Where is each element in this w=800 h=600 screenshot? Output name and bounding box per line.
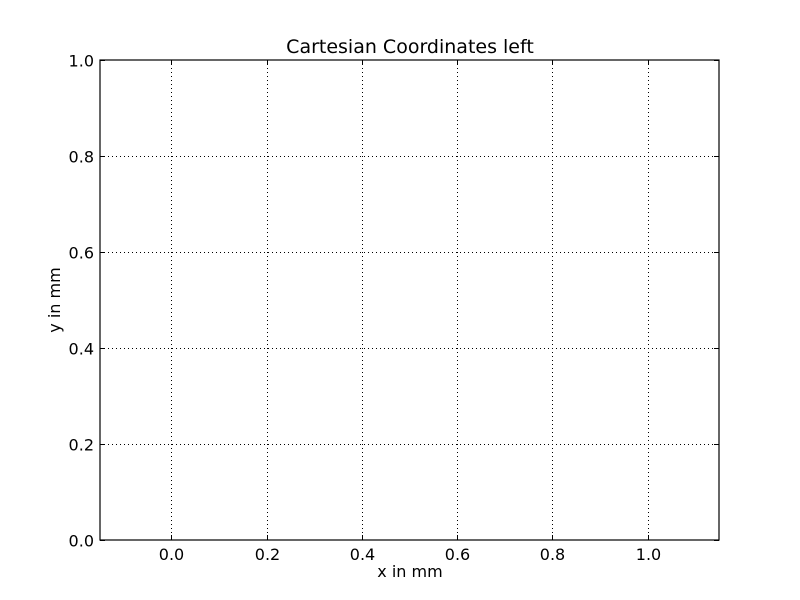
y-tick-label: 0.0 [69, 532, 94, 551]
y-tick-label: 0.4 [69, 340, 94, 359]
y-axis-label: y in mm [45, 267, 64, 332]
x-tick-label: 0.8 [540, 545, 565, 564]
y-tick-label: 0.2 [69, 436, 94, 455]
y-tick-labels: 0.0 0.2 0.4 0.6 0.8 1.0 [69, 52, 94, 551]
plot-area-frame [99, 59, 720, 541]
x-tick-label: 0.4 [350, 545, 375, 564]
y-tick-label: 0.6 [69, 244, 94, 263]
y-tick-label: 0.8 [69, 148, 94, 167]
y-tick-label: 1.0 [69, 52, 94, 71]
tick-layer [100, 60, 719, 541]
x-tick-label: 0.2 [255, 545, 280, 564]
chart-title: Cartesian Coordinates left [286, 36, 534, 58]
x-tick-label: 0.0 [159, 545, 184, 564]
x-axis-label: x in mm [377, 562, 442, 581]
x-tick-label: 1.0 [636, 545, 661, 564]
grid-layer [100, 60, 719, 540]
x-tick-labels: 0.0 0.2 0.4 0.6 0.8 1.0 [159, 545, 661, 564]
x-tick-label: 0.6 [445, 545, 470, 564]
